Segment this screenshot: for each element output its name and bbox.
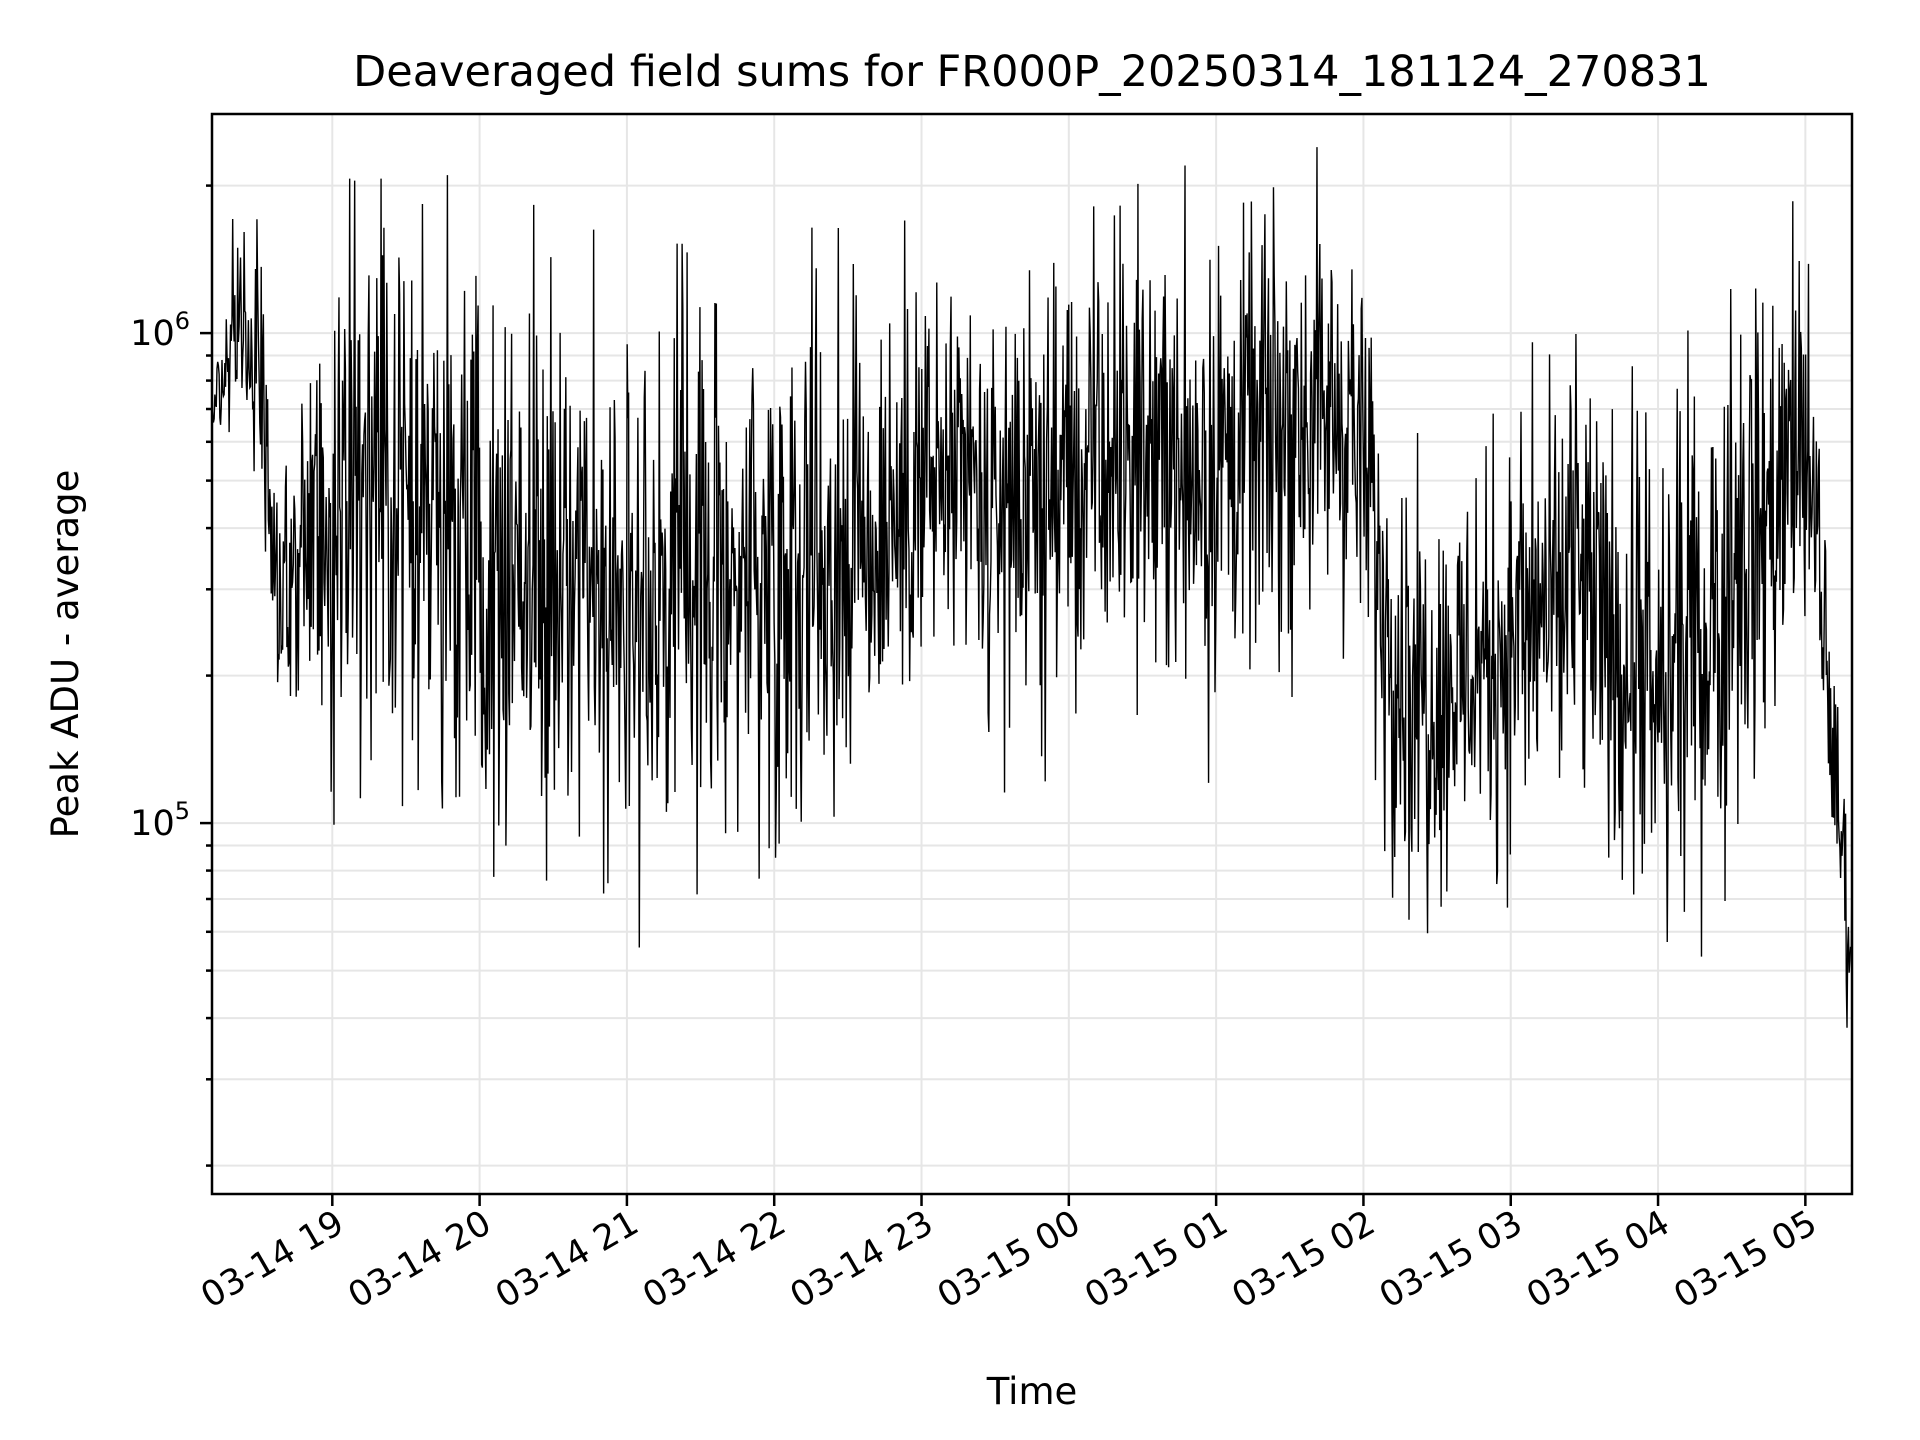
chart-title: Deaveraged field sums for FR000P_2025031… [353, 47, 1711, 97]
x-axis-label: Time [986, 1370, 1078, 1413]
y-axis-label: Peak ADU - average [44, 470, 87, 839]
plot-frame [210, 112, 1854, 1196]
y-tick-label: 106 [130, 307, 190, 354]
y-tick-label: 105 [130, 797, 190, 844]
series-line-0 [211, 147, 1853, 1028]
y-axis: 105 106 [130, 184, 212, 1167]
series-layer [211, 147, 1853, 1028]
